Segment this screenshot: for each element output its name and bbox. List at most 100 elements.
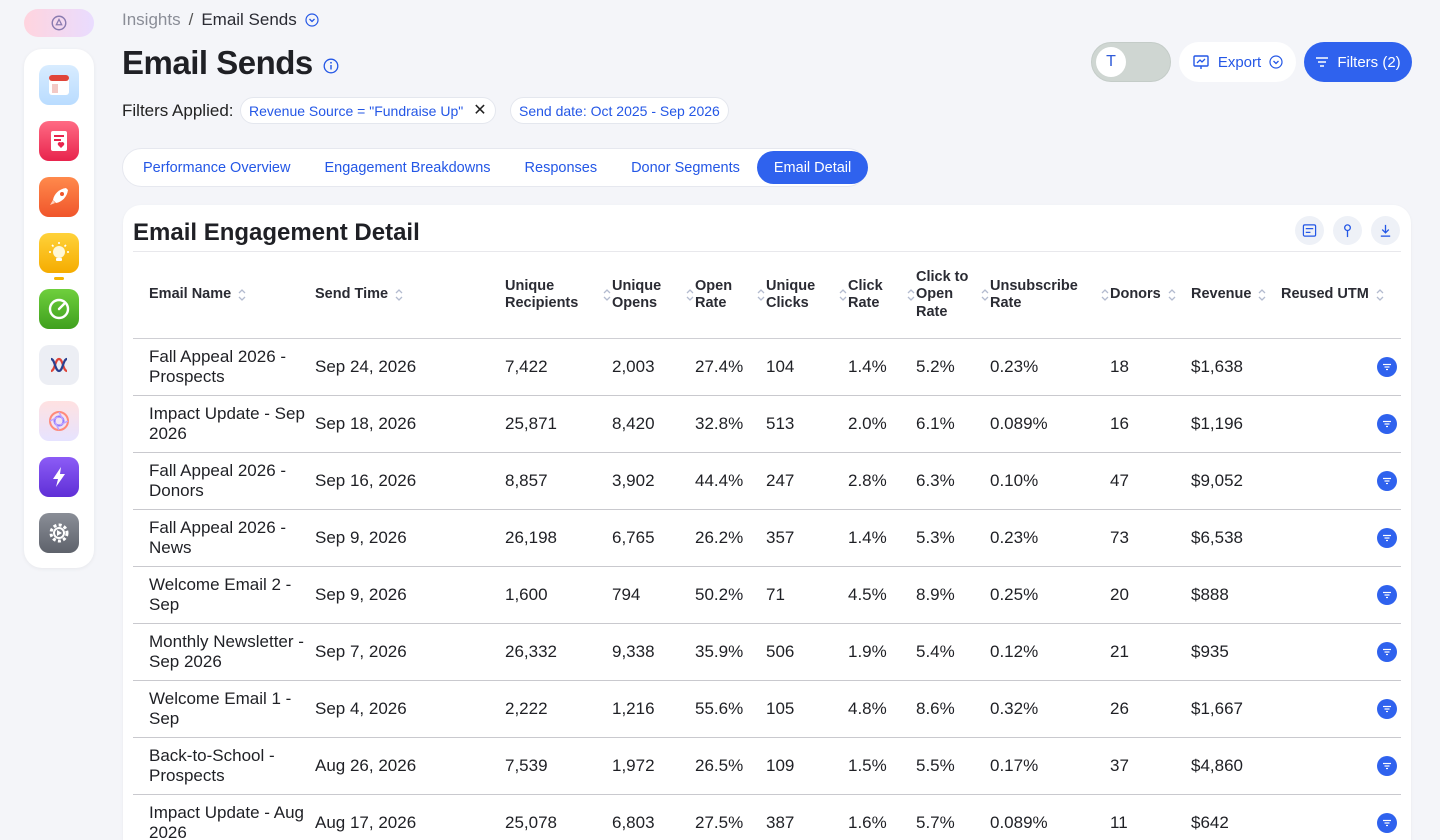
- filter-lines-icon: [1383, 420, 1391, 428]
- table-cell: [1281, 738, 1401, 795]
- sort-icon[interactable]: [1375, 288, 1385, 302]
- sort-icon[interactable]: [394, 288, 404, 302]
- row-detail-button[interactable]: [1377, 756, 1397, 776]
- table-cell: [1281, 396, 1401, 453]
- row-detail-button[interactable]: [1377, 357, 1397, 377]
- column-header[interactable]: Email Name: [133, 252, 315, 339]
- filter-lines-icon: [1383, 648, 1391, 656]
- column-header[interactable]: Unique Recipients: [505, 252, 612, 339]
- table-cell: 0.17%: [990, 756, 1039, 775]
- table-row[interactable]: Monthly Newsletter - Sep 2026 Sep 7, 2026…: [133, 624, 1401, 681]
- chevron-down-circle-icon: [1269, 55, 1283, 69]
- table-cell: 109: [766, 756, 795, 775]
- tab-performance-overview[interactable]: Performance Overview: [143, 159, 291, 176]
- table-body: Fall Appeal 2026 - Prospects Sep 24, 2026…: [133, 339, 1401, 840]
- table-cell: 105: [766, 699, 795, 718]
- table-cell: 9,338: [612, 642, 655, 661]
- table-row[interactable]: Fall Appeal 2026 - Donors Sep 16, 2026 8,8…: [133, 453, 1401, 510]
- table-cell: 794: [612, 585, 641, 604]
- filter-chip-label: Send date: Oct 2025 - Sep 2026: [519, 102, 720, 119]
- filter-lines-icon: [1383, 705, 1391, 713]
- column-header[interactable]: Unique Clicks: [766, 252, 848, 339]
- columns-button[interactable]: [1295, 216, 1324, 245]
- list-settings-icon: [1302, 224, 1317, 237]
- filter-chip-send-date[interactable]: Send date: Oct 2025 - Sep 2026: [510, 97, 729, 124]
- column-header[interactable]: Reused UTM: [1281, 252, 1401, 339]
- column-header[interactable]: Send Time: [315, 252, 505, 339]
- tab-email-detail[interactable]: Email Detail: [756, 151, 869, 184]
- sort-icon[interactable]: [602, 288, 612, 302]
- sort-icon[interactable]: [756, 288, 766, 302]
- table-cell: 6,803: [612, 813, 655, 832]
- view-toggle[interactable]: T: [1091, 42, 1171, 82]
- tab-engagement-breakdowns[interactable]: Engagement Breakdowns: [324, 159, 491, 176]
- table-cell: Sep 9, 2026: [315, 528, 407, 547]
- journey-app-icon[interactable]: [39, 345, 79, 385]
- sort-icon[interactable]: [838, 288, 848, 302]
- table-row[interactable]: Fall Appeal 2026 - News Sep 9, 2026 26,198…: [133, 510, 1401, 567]
- table-cell: Aug 17, 2026: [315, 813, 417, 832]
- sort-icon[interactable]: [980, 288, 990, 302]
- breadcrumb-root[interactable]: Insights: [122, 10, 181, 29]
- table-cell: 4.5%: [848, 585, 887, 604]
- aperture-app-icon[interactable]: [39, 401, 79, 441]
- table-cell: $1,638: [1191, 357, 1243, 376]
- settings-app-icon[interactable]: [39, 513, 79, 553]
- sort-icon[interactable]: [237, 288, 247, 302]
- table-row[interactable]: Impact Update - Aug 2026 Aug 17, 2026 25,0…: [133, 795, 1401, 840]
- column-header[interactable]: Unsubscribe Rate: [990, 252, 1110, 339]
- export-button[interactable]: Export: [1179, 42, 1296, 82]
- table-cell: 55.6%: [695, 699, 744, 718]
- sort-icon[interactable]: [1257, 288, 1267, 302]
- pin-button[interactable]: [1333, 216, 1362, 245]
- close-icon[interactable]: ✕: [473, 101, 487, 119]
- row-detail-button[interactable]: [1377, 699, 1397, 719]
- chevron-down-circle-icon[interactable]: [305, 13, 319, 27]
- download-button[interactable]: [1371, 216, 1400, 245]
- table-cell: Fall Appeal 2026 - Donors: [149, 461, 287, 500]
- filters-button[interactable]: Filters (2): [1304, 42, 1412, 82]
- gauge-app-icon[interactable]: [39, 289, 79, 329]
- table-cell: 25,078: [505, 813, 557, 832]
- row-detail-button[interactable]: [1377, 414, 1397, 434]
- lightning-app-icon[interactable]: [39, 457, 79, 497]
- column-header[interactable]: Open Rate: [695, 252, 766, 339]
- table-cell: 1.9%: [848, 642, 887, 661]
- table-row[interactable]: Impact Update - Sep 2026 Sep 18, 2026 25,8…: [133, 396, 1401, 453]
- table-row[interactable]: Welcome Email 1 - Sep Sep 4, 2026 2,222 1,2…: [133, 681, 1401, 738]
- rocket-app-icon[interactable]: [39, 177, 79, 217]
- sort-icon[interactable]: [906, 288, 916, 302]
- row-detail-button[interactable]: [1377, 642, 1397, 662]
- sort-icon[interactable]: [1100, 288, 1110, 302]
- table-cell: $4,860: [1191, 756, 1243, 775]
- app-logo[interactable]: [24, 9, 94, 37]
- column-header[interactable]: Click to Open Rate: [916, 252, 990, 339]
- table-cell: 4.8%: [848, 699, 887, 718]
- table-cell: 73: [1110, 528, 1129, 547]
- column-header[interactable]: Revenue: [1191, 252, 1281, 339]
- column-header[interactable]: Donors: [1110, 252, 1191, 339]
- sort-icon[interactable]: [685, 288, 695, 302]
- column-header[interactable]: Unique Opens: [612, 252, 695, 339]
- table-cell: 7,422: [505, 357, 548, 376]
- table-cell: 1,216: [612, 699, 655, 718]
- dashboard-app-icon[interactable]: [39, 65, 79, 105]
- row-detail-button[interactable]: [1377, 528, 1397, 548]
- column-header[interactable]: Click Rate: [848, 252, 916, 339]
- tab-donor-segments[interactable]: Donor Segments: [631, 159, 740, 176]
- row-detail-button[interactable]: [1377, 585, 1397, 605]
- donor-card-app-icon[interactable]: [39, 121, 79, 161]
- table-row[interactable]: Back-to-School - Prospects Aug 26, 2026 7,…: [133, 738, 1401, 795]
- table-row[interactable]: Welcome Email 2 - Sep Sep 9, 2026 1,600 794…: [133, 567, 1401, 624]
- info-icon[interactable]: [323, 58, 339, 74]
- table-cell: 8,857: [505, 471, 548, 490]
- row-detail-button[interactable]: [1377, 471, 1397, 491]
- download-icon: [1380, 224, 1391, 237]
- sort-icon[interactable]: [1167, 288, 1177, 302]
- tab-responses[interactable]: Responses: [524, 159, 598, 176]
- filter-chip-revenue-source[interactable]: Revenue Source = "Fundraise Up" ✕: [240, 97, 496, 124]
- lightbulb-app-icon[interactable]: [39, 233, 79, 273]
- table-row[interactable]: Fall Appeal 2026 - Prospects Sep 24, 2026…: [133, 339, 1401, 396]
- table-cell: Aug 26, 2026: [315, 756, 417, 775]
- row-detail-button[interactable]: [1377, 813, 1397, 833]
